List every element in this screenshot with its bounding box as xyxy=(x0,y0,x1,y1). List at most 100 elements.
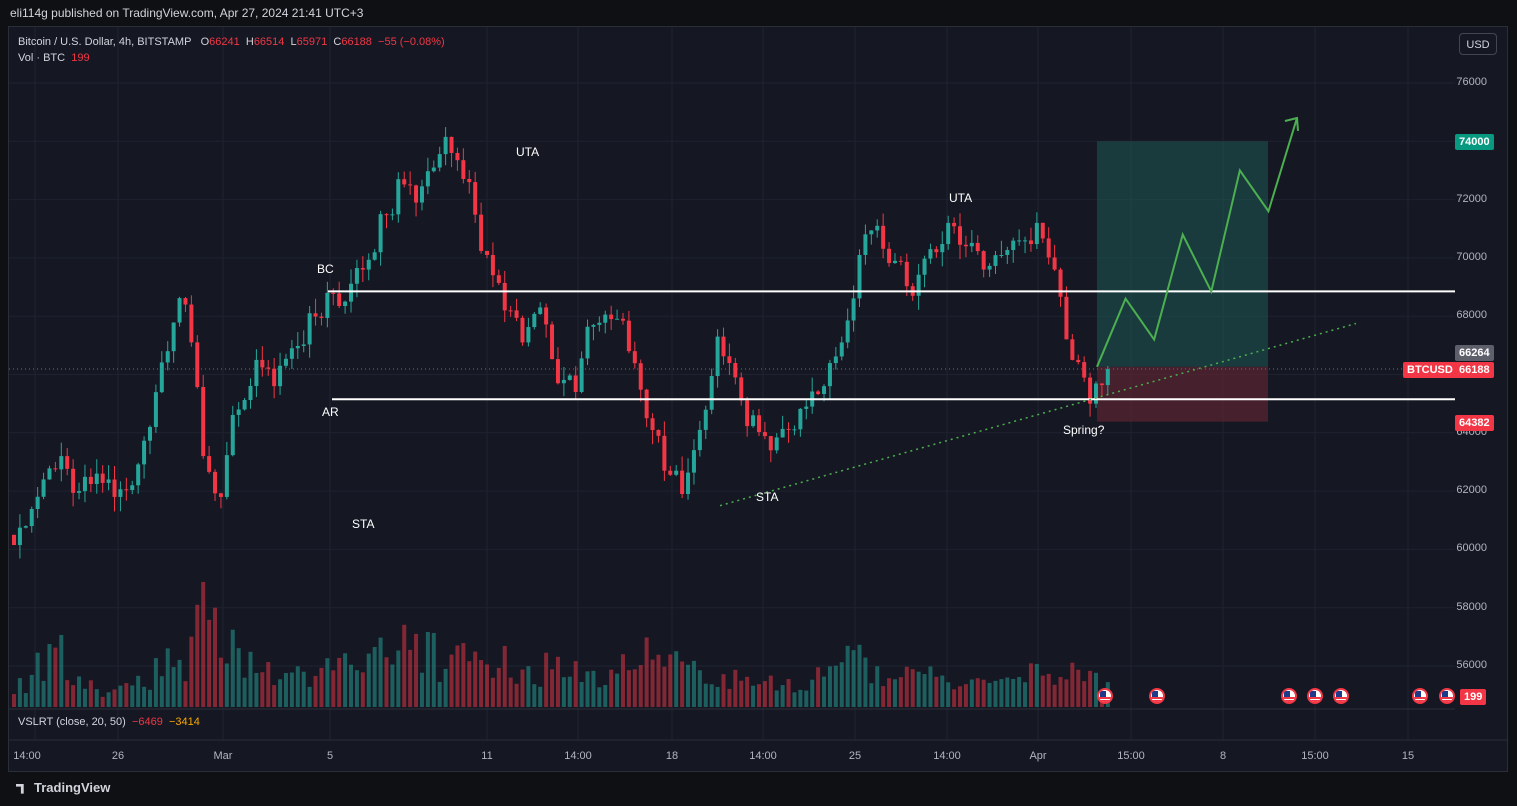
candle-body xyxy=(538,307,543,314)
volume-bar xyxy=(561,677,566,707)
price-axis-label: 60000 xyxy=(1456,542,1487,555)
candle-body xyxy=(1082,362,1087,378)
volume-bar xyxy=(130,685,135,707)
candle-body xyxy=(467,178,472,183)
candle-body xyxy=(520,317,525,343)
candle-body xyxy=(561,379,566,384)
vslrt-label[interactable]: VSLRT (close, 20, 50) xyxy=(18,716,126,728)
volume-bar xyxy=(71,685,76,707)
volume-bar xyxy=(248,651,253,707)
currency-button[interactable]: USD xyxy=(1459,33,1497,55)
candle-body xyxy=(443,136,448,155)
volume-bar xyxy=(662,666,667,707)
volume-bar xyxy=(112,689,117,707)
candle-body xyxy=(751,415,756,427)
time-axis-label: 18 xyxy=(665,750,679,762)
volume-bar xyxy=(35,652,40,707)
time-axis-label: 5 xyxy=(326,750,334,762)
volume-bar xyxy=(538,686,543,707)
volume-bar xyxy=(455,645,460,707)
volume-bar xyxy=(153,658,158,707)
candle-body xyxy=(739,377,744,401)
candle-body xyxy=(1028,240,1033,245)
candle-body xyxy=(47,468,52,480)
candle-body xyxy=(496,275,501,283)
target-zone xyxy=(1097,141,1268,367)
symbol-title[interactable]: Bitcoin / U.S. Dollar, 4h, BITSTAMP xyxy=(18,36,192,48)
volume-bar xyxy=(461,643,466,707)
volume-bar xyxy=(946,682,951,707)
volume-bar xyxy=(372,647,377,707)
volume-bar xyxy=(532,684,537,707)
candle-body xyxy=(349,283,354,302)
volume-bar xyxy=(822,676,827,707)
volume-label[interactable]: Vol · BTC xyxy=(18,52,66,64)
volume-bar xyxy=(278,679,283,707)
volume-bar xyxy=(845,645,850,707)
volume-bar xyxy=(213,607,218,707)
candle-body xyxy=(555,359,560,384)
volume-bar xyxy=(360,672,365,707)
volume-bar xyxy=(709,684,714,707)
volume-bar xyxy=(467,661,472,707)
candle-body xyxy=(768,436,773,451)
candle-body xyxy=(892,260,897,264)
candle-body xyxy=(656,430,661,436)
volume-bar xyxy=(254,672,259,707)
volume-bar xyxy=(82,688,87,707)
volume-bar xyxy=(384,657,389,707)
candle-body xyxy=(963,244,968,247)
stop-price-tag: 64382 xyxy=(1455,415,1494,431)
us-flag-event-icon[interactable] xyxy=(1307,688,1323,704)
candle-body xyxy=(372,252,377,260)
close-label: C xyxy=(333,36,342,48)
candle-body xyxy=(402,179,407,185)
candle-body xyxy=(508,310,513,312)
candle-body xyxy=(307,313,312,345)
volume-bar xyxy=(745,676,750,707)
candle-body xyxy=(839,342,844,357)
candle-body xyxy=(1005,250,1010,255)
volume-bar xyxy=(739,680,744,707)
volume-bar xyxy=(703,683,708,707)
candle-body xyxy=(82,476,87,492)
candle-body xyxy=(591,324,596,327)
volume-bar xyxy=(644,637,649,707)
candle-body xyxy=(756,415,761,433)
tradingview-brand[interactable]: TradingView xyxy=(16,780,110,795)
volume-bar xyxy=(544,652,549,707)
us-flag-event-icon[interactable] xyxy=(1281,688,1297,704)
time-axis-label: 14:00 xyxy=(564,750,592,762)
time-axis-label: Mar xyxy=(213,750,233,762)
volume-bar xyxy=(1088,670,1093,707)
us-flag-event-icon[interactable] xyxy=(1412,688,1428,704)
us-flag-event-icon[interactable] xyxy=(1333,688,1349,704)
candle-body xyxy=(449,136,454,153)
volume-bar xyxy=(520,669,525,707)
volume-bar xyxy=(183,681,188,707)
close-value: 66188 xyxy=(341,36,372,48)
candle-body xyxy=(41,479,46,497)
candle-body xyxy=(124,489,129,491)
candle-body xyxy=(644,389,649,419)
candle-body xyxy=(981,251,986,270)
annotation-sta-2: STA xyxy=(756,490,779,504)
us-flag-event-icon[interactable] xyxy=(1149,688,1165,704)
candle-body xyxy=(1070,339,1075,360)
volume-bar xyxy=(53,647,58,707)
us-flag-event-icon[interactable] xyxy=(1097,688,1113,704)
volume-bar xyxy=(431,632,436,707)
volume-bar xyxy=(969,679,974,707)
us-flag-event-icon[interactable] xyxy=(1439,688,1455,704)
price-axis-label: 70000 xyxy=(1456,250,1487,263)
volume-bar xyxy=(59,634,64,707)
volume-bar xyxy=(419,672,424,707)
candle-body xyxy=(331,292,336,294)
volume-bar xyxy=(928,666,933,707)
candle-body xyxy=(473,182,478,215)
candle-body xyxy=(774,437,779,451)
volume-bar xyxy=(124,683,129,707)
candle-body xyxy=(230,414,235,456)
volume-bar xyxy=(697,670,702,707)
